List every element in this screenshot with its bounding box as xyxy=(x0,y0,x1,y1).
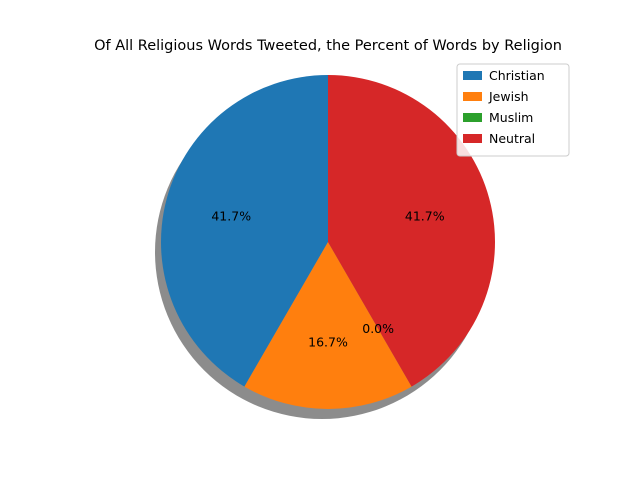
legend-label-christian: Christian xyxy=(489,68,545,83)
pie-label-christian: 41.7% xyxy=(211,209,251,224)
pie-label-muslim: 0.0% xyxy=(362,321,394,336)
legend-swatch-christian xyxy=(463,71,482,80)
chart-title: Of All Religious Words Tweeted, the Perc… xyxy=(94,38,562,54)
legend-swatch-neutral xyxy=(463,134,482,143)
legend-swatch-muslim xyxy=(463,113,482,122)
pie-slice-neutral xyxy=(328,75,496,387)
legend-swatch-jewish xyxy=(463,92,482,101)
legend: Christian Jewish Muslim Neutral xyxy=(456,63,570,157)
legend-label-neutral: Neutral xyxy=(489,131,535,146)
pie-label-jewish: 16.7% xyxy=(308,335,348,350)
pie-slices xyxy=(160,75,496,410)
pie-slice-christian xyxy=(160,75,328,387)
legend-label-muslim: Muslim xyxy=(489,110,533,125)
pie-slice-jewish xyxy=(244,242,412,410)
pie-percent-labels: 41.7% 16.7% 0.0% 41.7% xyxy=(211,209,444,350)
legend-label-jewish: Jewish xyxy=(488,89,529,104)
legend-frame xyxy=(456,63,570,157)
pie-label-neutral: 41.7% xyxy=(405,209,445,224)
